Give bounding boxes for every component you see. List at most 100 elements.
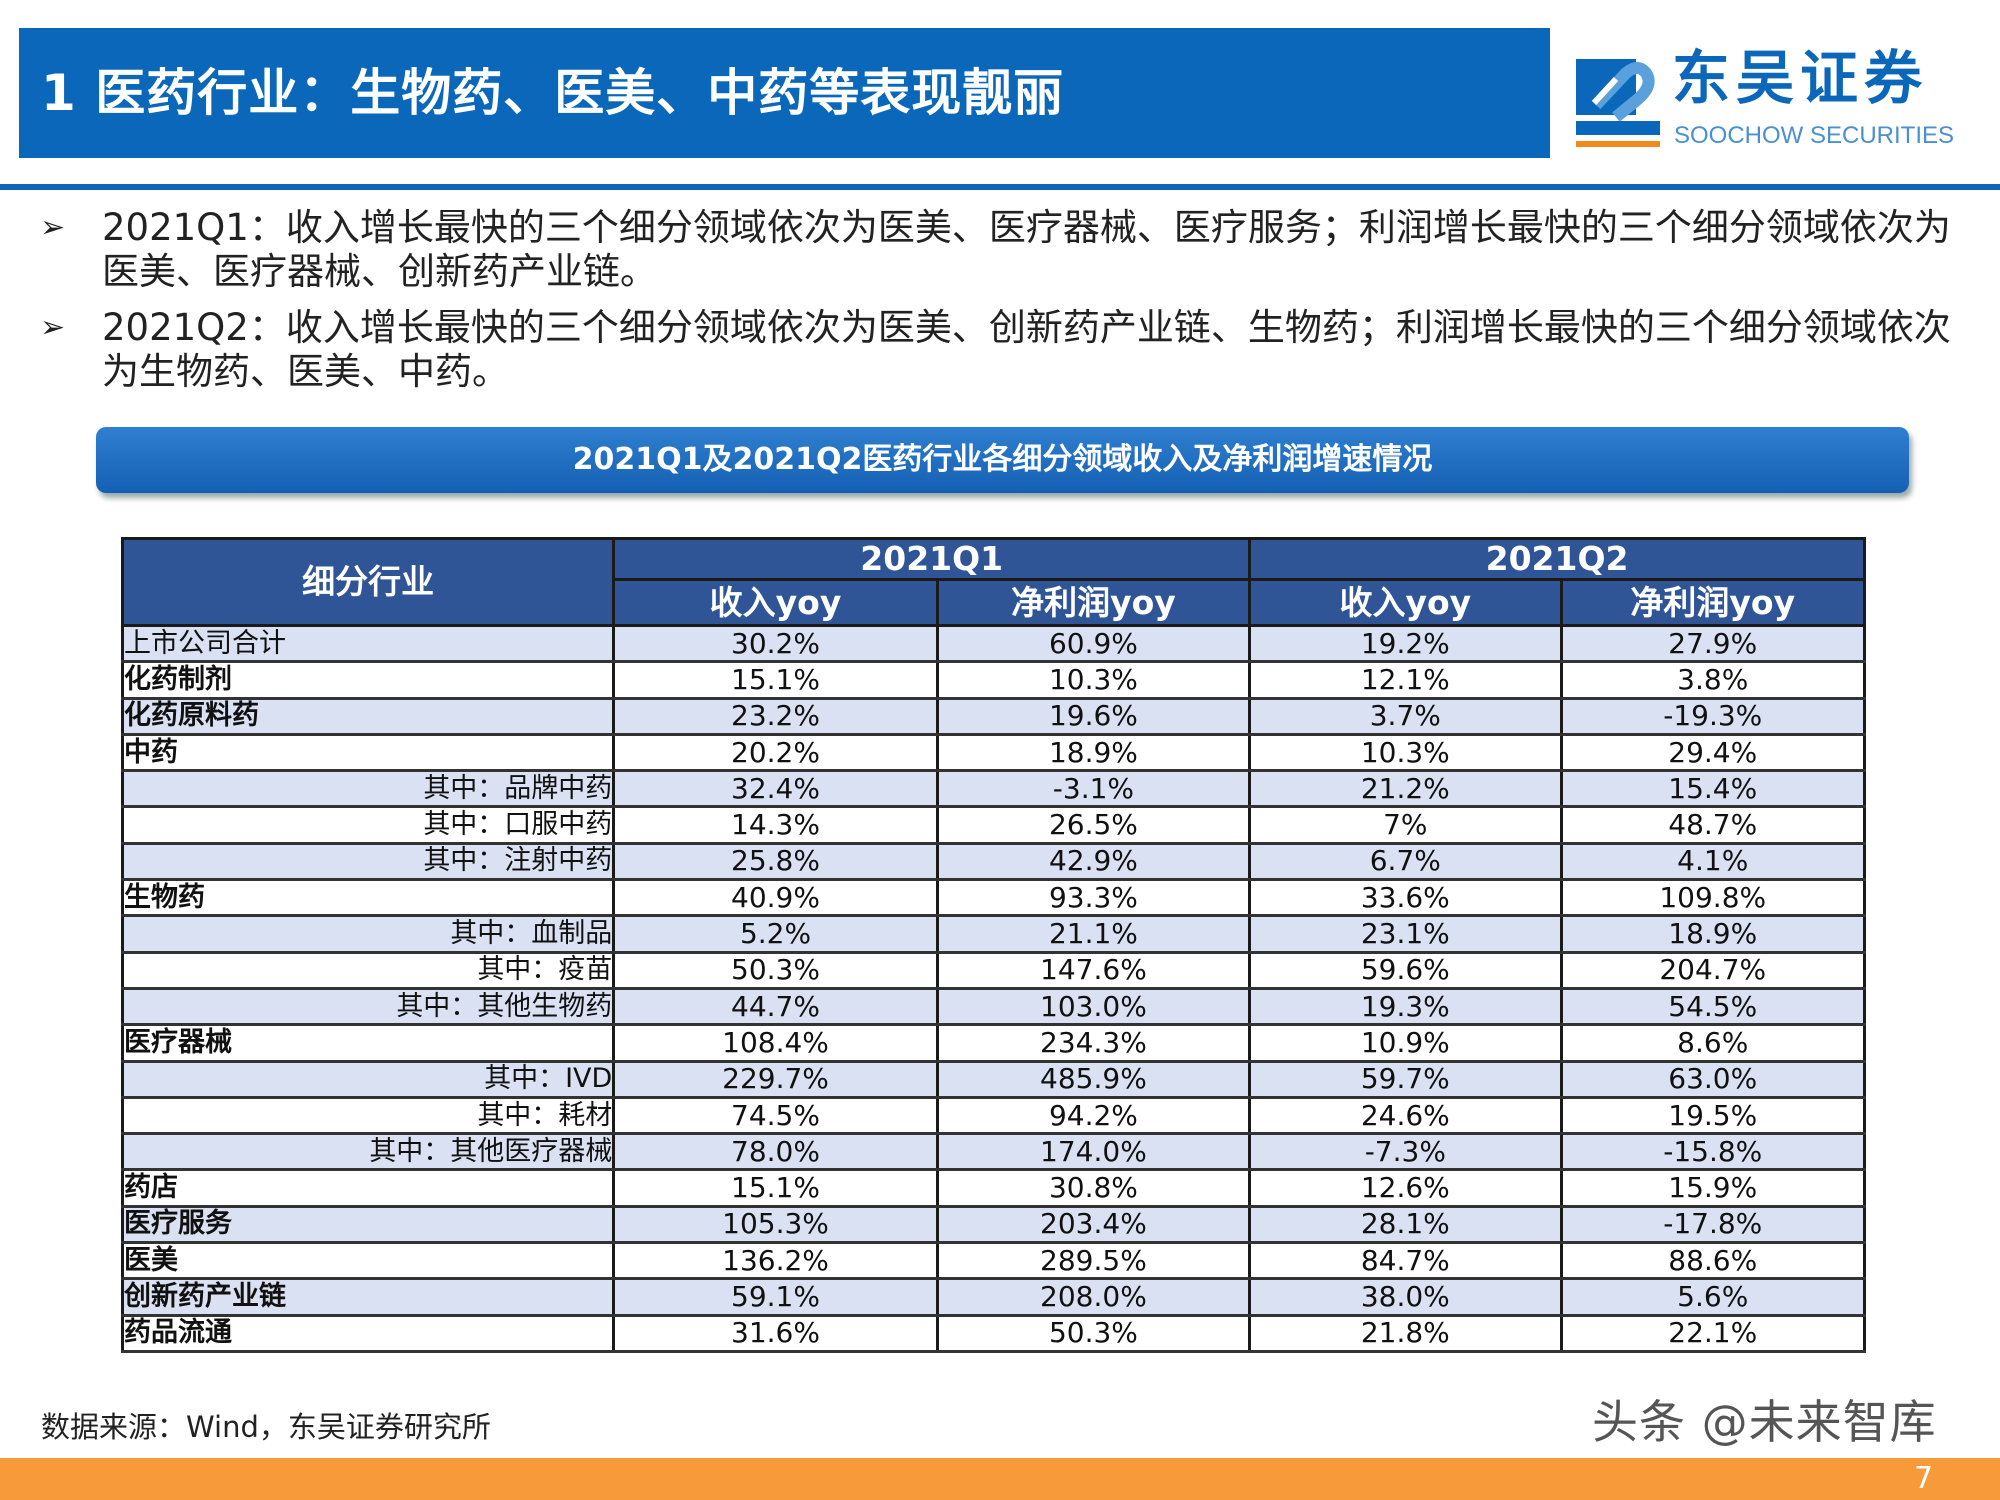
- value-cell: 23.1%: [1248, 915, 1563, 954]
- value-cell: 21.1%: [935, 915, 1252, 954]
- data-source: 数据来源：Wind，东吴证券研究所: [41, 1410, 491, 1444]
- value-cell: 59.7%: [1248, 1061, 1563, 1099]
- value-cell: -7.3%: [1248, 1133, 1563, 1172]
- value-cell: 40.9%: [612, 879, 939, 918]
- metric-header: 净利润yoy: [935, 578, 1252, 627]
- table-row: 其中：血制品 5.2% 21.1% 23.1% 18.9%: [120, 915, 1866, 954]
- value-cell: 174.0%: [935, 1133, 1252, 1172]
- value-cell: 78.0%: [612, 1133, 939, 1172]
- value-cell: 15.1%: [612, 1169, 939, 1208]
- value-cell: 12.1%: [1248, 661, 1563, 700]
- value-cell: 60.9%: [935, 625, 1252, 664]
- value-cell: 29.4%: [1559, 734, 1866, 773]
- value-cell: 5.2%: [612, 915, 939, 954]
- row-label: 其中：其他生物药: [120, 988, 616, 1027]
- bullet-item: ➢ 2021Q1：收入增长最快的三个细分领域依次为医美、医疗器械、医疗服务；利润增…: [40, 206, 1960, 294]
- value-cell: 10.9%: [1248, 1024, 1563, 1063]
- bullet-text: 2021Q2：收入增长最快的三个细分领域依次为医美、创新药产业链、生物药；利润增…: [102, 306, 1951, 393]
- value-cell: 22.1%: [1559, 1315, 1866, 1353]
- value-cell: 18.9%: [935, 734, 1252, 773]
- value-cell: 234.3%: [935, 1024, 1252, 1063]
- table-row: 其中：疫苗 50.3% 147.6% 59.6% 204.7%: [120, 952, 1866, 990]
- row-label: 生物药: [120, 879, 616, 918]
- value-cell: 21.8%: [1248, 1315, 1563, 1353]
- table-row: 其中：注射中药 25.8% 42.9% 6.7% 4.1%: [120, 843, 1866, 882]
- period-header: 2021Q1: [612, 537, 1252, 581]
- value-cell: 14.3%: [612, 806, 939, 845]
- value-cell: 6.7%: [1248, 843, 1563, 882]
- header-bar: 1 医药行业：生物药、医美、中药等表现靓丽: [19, 28, 1550, 158]
- table-row: 其中：IVD 229.7% 485.9% 59.7% 63.0%: [120, 1061, 1866, 1099]
- table-row: 其中：口服中药 14.3% 26.5% 7% 48.7%: [120, 806, 1866, 845]
- row-label: 其中：注射中药: [120, 843, 616, 882]
- metric-header: 收入yoy: [612, 578, 939, 627]
- value-cell: 24.6%: [1248, 1097, 1563, 1136]
- bullet-text: 2021Q1：收入增长最快的三个细分领域依次为医美、医疗器械、医疗服务；利润增长…: [102, 206, 1951, 293]
- value-cell: 30.2%: [612, 625, 939, 664]
- metric-header: 收入yoy: [1248, 578, 1563, 627]
- row-label: 化药原料药: [120, 698, 616, 736]
- table-row: 化药原料药 23.2% 19.6% 3.7% -19.3%: [120, 698, 1866, 736]
- table-row: 上市公司合计 30.2% 60.9% 19.2% 27.9%: [120, 625, 1866, 664]
- table-row: 中药 20.2% 18.9% 10.3% 29.4%: [120, 734, 1866, 773]
- row-label: 上市公司合计: [120, 625, 616, 664]
- column-header-segment: 细分行业: [120, 537, 616, 627]
- value-cell: 19.5%: [1559, 1097, 1866, 1136]
- value-cell: 25.8%: [612, 843, 939, 882]
- value-cell: 12.6%: [1248, 1169, 1563, 1208]
- row-label: 中药: [120, 734, 616, 773]
- value-cell: 229.7%: [612, 1061, 939, 1099]
- value-cell: 15.9%: [1559, 1169, 1866, 1208]
- table-row: 医疗器械 108.4% 234.3% 10.9% 8.6%: [120, 1024, 1866, 1063]
- value-cell: 147.6%: [935, 952, 1252, 990]
- value-cell: 109.8%: [1559, 879, 1866, 918]
- value-cell: 208.0%: [935, 1278, 1252, 1317]
- page-number: 7: [1914, 1461, 1934, 1496]
- logo-chinese-name: 东吴证券: [1672, 44, 1929, 112]
- value-cell: 10.3%: [935, 661, 1252, 700]
- value-cell: 103.0%: [935, 988, 1252, 1027]
- value-cell: 7%: [1248, 806, 1563, 845]
- value-cell: 32.4%: [612, 770, 939, 809]
- value-cell: 93.3%: [935, 879, 1252, 918]
- table-title-banner: 2021Q1及2021Q2医药行业各细分领域收入及净利润增速情况: [96, 427, 1909, 493]
- value-cell: 19.3%: [1248, 988, 1563, 1027]
- soochow-logo: 东吴证券 SOOCHOW SECURITIES: [1572, 47, 1992, 155]
- logo-english-name: SOOCHOW SECURITIES: [1674, 122, 1955, 149]
- value-cell: 48.7%: [1559, 806, 1866, 845]
- bullet-list: ➢ 2021Q1：收入增长最快的三个细分领域依次为医美、医疗器械、医疗服务；利润增…: [40, 206, 1960, 406]
- value-cell: -3.1%: [935, 770, 1252, 809]
- table-row: 医美 136.2% 289.5% 84.7% 88.6%: [120, 1242, 1866, 1281]
- row-label: 其中：口服中药: [120, 806, 616, 845]
- value-cell: 94.2%: [935, 1097, 1252, 1136]
- value-cell: 59.6%: [1248, 952, 1563, 990]
- header-divider: [0, 184, 2000, 190]
- value-cell: 30.8%: [935, 1169, 1252, 1208]
- value-cell: 44.7%: [612, 988, 939, 1027]
- row-label: 其中：耗材: [120, 1097, 616, 1136]
- row-label: 化药制剂: [120, 661, 616, 700]
- metric-header: 净利润yoy: [1559, 578, 1866, 627]
- value-cell: 5.6%: [1559, 1278, 1866, 1317]
- table-row: 药品流通 31.6% 50.3% 21.8% 22.1%: [120, 1315, 1866, 1353]
- value-cell: 31.6%: [612, 1315, 939, 1353]
- value-cell: 136.2%: [612, 1242, 939, 1281]
- table-row: 生物药 40.9% 93.3% 33.6% 109.8%: [120, 879, 1866, 918]
- row-label: 医疗服务: [120, 1206, 616, 1245]
- row-label: 药店: [120, 1169, 616, 1208]
- table-row: 其中：其他生物药 44.7% 103.0% 19.3% 54.5%: [120, 988, 1866, 1027]
- value-cell: 50.3%: [935, 1315, 1252, 1353]
- row-label: 医美: [120, 1242, 616, 1281]
- value-cell: -15.8%: [1559, 1133, 1866, 1172]
- value-cell: 289.5%: [935, 1242, 1252, 1281]
- table-row: 医疗服务 105.3% 203.4% 28.1% -17.8%: [120, 1206, 1866, 1245]
- value-cell: 203.4%: [935, 1206, 1252, 1245]
- period-header: 2021Q2: [1248, 537, 1866, 581]
- watermark: 头条 @未来智库: [1592, 1395, 1937, 1449]
- value-cell: 4.1%: [1559, 843, 1866, 882]
- value-cell: 15.4%: [1559, 770, 1866, 809]
- table-row: 化药制剂 15.1% 10.3% 12.1% 3.8%: [120, 661, 1866, 700]
- table-row: 创新药产业链 59.1% 208.0% 38.0% 5.6%: [120, 1278, 1866, 1317]
- value-cell: 19.6%: [935, 698, 1252, 736]
- table-row: 其中：耗材 74.5% 94.2% 24.6% 19.5%: [120, 1097, 1866, 1136]
